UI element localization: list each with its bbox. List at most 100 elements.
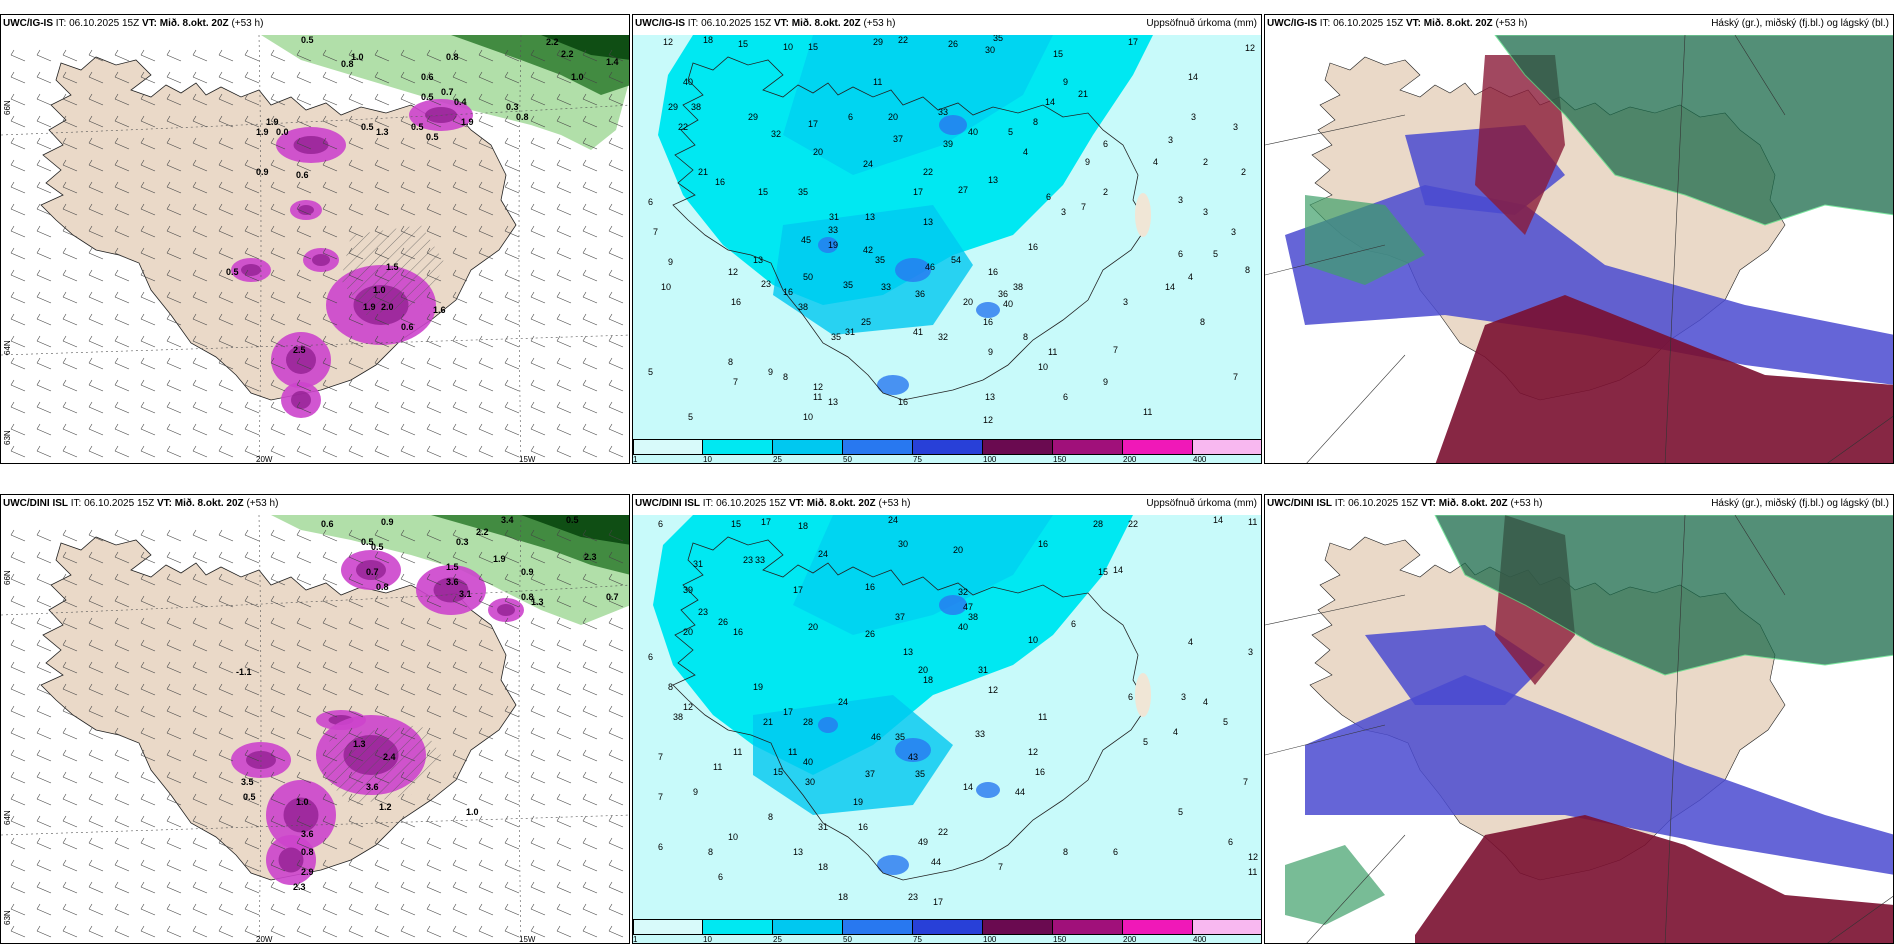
- precip-value-label: 23: [743, 555, 753, 565]
- wind-barb: [88, 181, 104, 194]
- wind-barb: [322, 203, 338, 216]
- wind-barb: [556, 837, 572, 850]
- wind-barb: [296, 771, 312, 784]
- wind-barb: [62, 683, 78, 696]
- wind-barb: [270, 617, 286, 630]
- wind-barb: [556, 159, 572, 172]
- wind-barb: [88, 771, 104, 784]
- precip-value-label: 31: [978, 665, 988, 675]
- wind-barb: [322, 159, 338, 172]
- precip-value-label: 6: [658, 842, 663, 852]
- wind-barb: [218, 881, 234, 894]
- wind-barb: [504, 595, 520, 608]
- wind-barb: [244, 903, 260, 916]
- wind-barb: [114, 423, 130, 436]
- precip-value-label: 18: [838, 892, 848, 902]
- wind-barb: [192, 683, 208, 696]
- wind-barb: [556, 859, 572, 872]
- wind-barb: [62, 49, 78, 62]
- wind-barb: [10, 903, 26, 916]
- precip-value-label: 14: [1113, 565, 1123, 575]
- wind-barb: [218, 573, 234, 586]
- precip-value-label: 11: [873, 77, 882, 87]
- map-wind-precip[interactable]: 0.6 0.9 0.5 0.5 0.3 2.2 3.4 0.5 2.3 0.7 0.7 0.8 1.5 1…: [1, 515, 629, 943]
- wind-barb: [114, 225, 130, 238]
- wind-barb: [400, 551, 416, 564]
- wind-barb: [348, 225, 364, 238]
- map-clouds[interactable]: [1265, 515, 1893, 943]
- wind-barb: [478, 445, 494, 458]
- precip-value-label: 20: [953, 545, 963, 555]
- wind-barb: [140, 903, 156, 916]
- precip-value-label: 18: [818, 862, 828, 872]
- wind-barb: [10, 71, 26, 84]
- wind-barb: [88, 93, 104, 106]
- wind-barb: [114, 837, 130, 850]
- wind-barb: [478, 49, 494, 62]
- map-wind-precip[interactable]: 0.5 1.0 0.8 0.8 0.6 0.5 0.7 1.0 2.2 2.2 1.4 0.5 0.5 1…: [1, 35, 629, 463]
- wind-barb: [36, 291, 52, 304]
- wind-precip-label: 0.6: [321, 519, 334, 529]
- wind-barb: [504, 247, 520, 260]
- wind-barb: [478, 313, 494, 326]
- wind-barb: [530, 269, 546, 282]
- wind-barb: [504, 529, 520, 542]
- wind-barb: [478, 815, 494, 828]
- wind-barb: [348, 661, 364, 674]
- wind-barb: [36, 49, 52, 62]
- wind-barb: [426, 291, 442, 304]
- wind-barb: [296, 683, 312, 696]
- wind-barb: [504, 573, 520, 586]
- wind-barb: [374, 837, 390, 850]
- wind-barb: [166, 529, 182, 542]
- precip-value-label: 16: [783, 287, 793, 297]
- wind-barb: [400, 749, 416, 762]
- wind-barb: [452, 401, 468, 414]
- wind-precip-label: 3.5: [241, 777, 254, 787]
- wind-barb: [270, 727, 286, 740]
- map-clouds[interactable]: [1265, 35, 1893, 463]
- map-precip[interactable]: 6 15 17 18 24 30 20 16 28 22 14 11 31 23 39 33 24 17 16 32 4…: [633, 515, 1261, 943]
- wind-barb: [322, 683, 338, 696]
- precip-value-label: 29: [668, 102, 678, 112]
- wind-barb: [478, 639, 494, 652]
- wind-barb: [530, 859, 546, 872]
- wind-barb: [348, 291, 364, 304]
- colorbar-segment: [773, 919, 843, 935]
- wind-barb: [608, 595, 624, 608]
- wind-barb: [400, 313, 416, 326]
- wind-barb: [322, 661, 338, 674]
- wind-barb: [426, 313, 442, 326]
- wind-barb: [88, 71, 104, 84]
- wind-barb: [374, 661, 390, 674]
- wind-barb: [530, 93, 546, 106]
- precip-value-label: 5: [648, 367, 653, 377]
- wind-barb: [244, 793, 260, 806]
- colorbar-label: 10: [703, 935, 712, 944]
- precip-value-label: 11: [813, 392, 822, 402]
- wind-barb: [244, 401, 260, 414]
- wind-barb: [192, 335, 208, 348]
- wind-barb: [192, 859, 208, 872]
- wind-barb: [452, 815, 468, 828]
- wind-barb: [296, 247, 312, 260]
- wind-barb: [582, 529, 598, 542]
- wind-barb: [10, 379, 26, 392]
- wind-barb: [426, 49, 442, 62]
- map-canvas: [1265, 515, 1893, 943]
- wind-barb: [374, 903, 390, 916]
- precip-value-label: 16: [1035, 767, 1045, 777]
- wind-barb: [140, 837, 156, 850]
- map-precip[interactable]: 12 18 15 10 15 29 22 26 35 30 15 17 12 40 29 38 22 29 32 17…: [633, 35, 1261, 463]
- wind-precip-label: 0.7: [441, 87, 454, 97]
- wind-barb: [270, 93, 286, 106]
- wind-barb: [114, 859, 130, 872]
- wind-barb: [504, 225, 520, 238]
- wind-barb: [478, 881, 494, 894]
- panel-title: UWC/DINI ISL IT: 06.10.2025 15Z VT: Mið.…: [635, 498, 911, 509]
- wind-barb: [192, 203, 208, 216]
- wind-barb: [166, 269, 182, 282]
- wind-barb: [192, 93, 208, 106]
- wind-barb: [88, 815, 104, 828]
